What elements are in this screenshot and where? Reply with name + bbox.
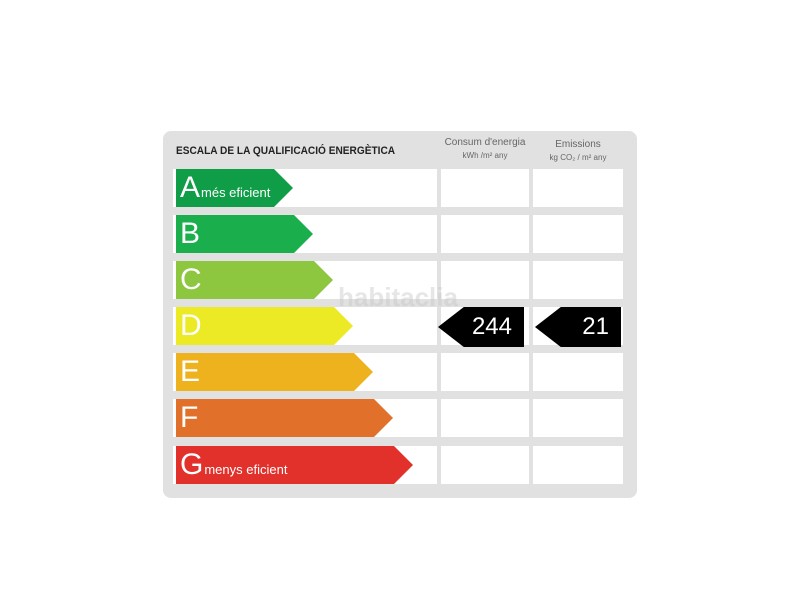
rating-letter: B (180, 217, 201, 250)
rating-letter: C (180, 263, 202, 296)
energy-cell (441, 261, 529, 299)
rating-bar-d: D (176, 307, 353, 345)
rating-letter: F (180, 401, 199, 434)
emissions-cell (533, 261, 623, 299)
emissions-cell (533, 399, 623, 437)
energy-column-label: Consum d'energia (444, 137, 526, 148)
rating-letter: E (180, 355, 201, 388)
rating-bar-c: C (176, 261, 333, 299)
rating-bar-g: Gmenys eficient (176, 446, 413, 484)
emissions-cell (533, 169, 623, 207)
energy-column-unit: kWh /m² any (462, 151, 508, 160)
rating-letter: A (180, 171, 201, 204)
energy-cell (441, 169, 529, 207)
label-title: ESCALA DE LA QUALIFICACIÓ ENERGÈTICA (176, 145, 396, 157)
watermark-logo: habitaclia (338, 282, 458, 312)
rating-caption: menys eficient (204, 462, 288, 477)
energy-cell (441, 353, 529, 391)
rating-letter: G (180, 448, 204, 481)
rating-letter: D (180, 309, 202, 342)
emissions-column-header: Emissions kg CO₂ / m² any (533, 138, 623, 164)
energy-cell (441, 399, 529, 437)
rating-bar-a: Amés eficient (176, 169, 293, 207)
rating-caption: més eficient (201, 185, 271, 200)
energy-column-header: Consum d'energia kWh /m² any (441, 136, 529, 162)
energy-cell (441, 215, 529, 253)
emissions-column-label: Emissions (555, 139, 601, 150)
emissions-column-unit: kg CO₂ / m² any (549, 153, 607, 162)
energy-cell (441, 446, 529, 484)
emissions-cell (533, 215, 623, 253)
emissions-cell (533, 446, 623, 484)
rating-bar-e: E (176, 353, 373, 391)
rating-bar-f: F (176, 399, 393, 437)
emissions-cell (533, 353, 623, 391)
rating-bar-b: B (176, 215, 313, 253)
